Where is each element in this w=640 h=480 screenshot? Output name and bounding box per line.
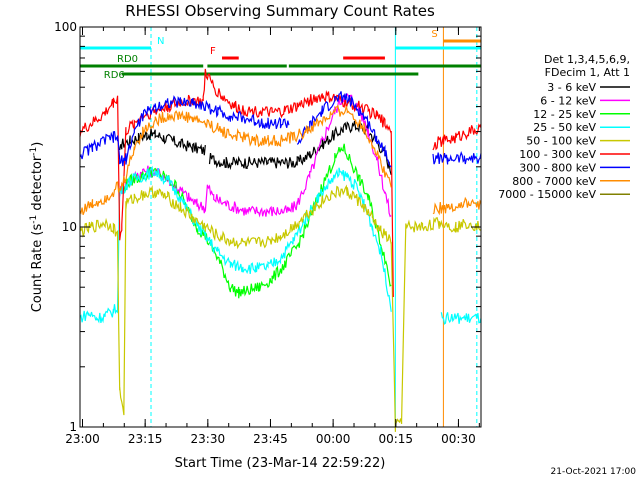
x-tick-label: 23:00 xyxy=(65,432,100,446)
footer-date: 21-Oct-2021 17:00 xyxy=(551,467,637,477)
series-line xyxy=(119,143,392,299)
legend-entry-label: 800 - 7000 keV xyxy=(512,175,596,188)
y-tick-label: 10 xyxy=(62,220,77,234)
legend-header: Det 1,3,4,5,6,9, xyxy=(544,53,630,66)
y-axis-label: Count Rate (s-1 detector-1) xyxy=(29,142,45,313)
y-label-part: Count Rate (s xyxy=(30,224,45,313)
legend-entry-label: 300 - 800 keV xyxy=(519,161,596,174)
y-label-part: -1 xyxy=(29,147,39,156)
y-label-part: detector xyxy=(30,155,45,215)
x-tick-label: 23:30 xyxy=(191,432,226,446)
legend-entry-label: 12 - 25 keV xyxy=(533,108,596,121)
chart-title: RHESSI Observing Summary Count Rates xyxy=(125,2,435,20)
series-line xyxy=(79,91,482,168)
series-group xyxy=(79,68,482,432)
legend-entry-label: 25 - 50 keV xyxy=(533,121,596,134)
mode-bars: N RD0 RD6 F S xyxy=(80,29,481,81)
mode-bar-label: RD6 xyxy=(104,70,125,81)
x-tick-label: 00:30 xyxy=(441,432,476,446)
legend-header: FDecim 1, Att 1 xyxy=(545,66,630,79)
y-label-part: -1 xyxy=(29,215,39,224)
x-tick-label: 23:15 xyxy=(128,432,163,446)
legend-entry-label: 50 - 100 keV xyxy=(526,135,596,148)
x-tick-label: 00:00 xyxy=(316,432,351,446)
mode-bar-label: S xyxy=(431,29,437,40)
series-line xyxy=(119,120,392,176)
x-axis-label: Start Time (23-Mar-14 22:59:22) xyxy=(175,456,386,471)
series-line xyxy=(79,165,482,325)
legend-entry-label: 7000 - 15000 keV xyxy=(498,188,596,201)
x-tick-label: 23:45 xyxy=(253,432,288,446)
series-line xyxy=(79,184,482,432)
series-line xyxy=(119,93,392,218)
y-tick-label: 100 xyxy=(54,20,77,34)
axes: 1 10 100 23:00 23:15 23:30 23:45 00:00 00:15 00:3… xyxy=(54,20,481,446)
mode-bar-label: F xyxy=(210,46,216,57)
legend-entry-label: 6 - 12 keV xyxy=(540,94,596,107)
y-label-part: ) xyxy=(30,142,45,147)
x-tick-label: 00:15 xyxy=(378,432,413,446)
mode-bar-label: RD0 xyxy=(117,54,138,65)
legend-entry-label: 3 - 6 keV xyxy=(547,81,596,94)
mode-bar-label: N xyxy=(157,36,164,47)
series-line xyxy=(79,104,482,216)
legend: Det 1,3,4,5,6,9,FDecim 1, Att 1 3 - 6 keV… xyxy=(498,53,630,201)
y-tick-label: 1 xyxy=(69,420,77,434)
legend-entry-label: 100 - 300 keV xyxy=(519,148,596,161)
